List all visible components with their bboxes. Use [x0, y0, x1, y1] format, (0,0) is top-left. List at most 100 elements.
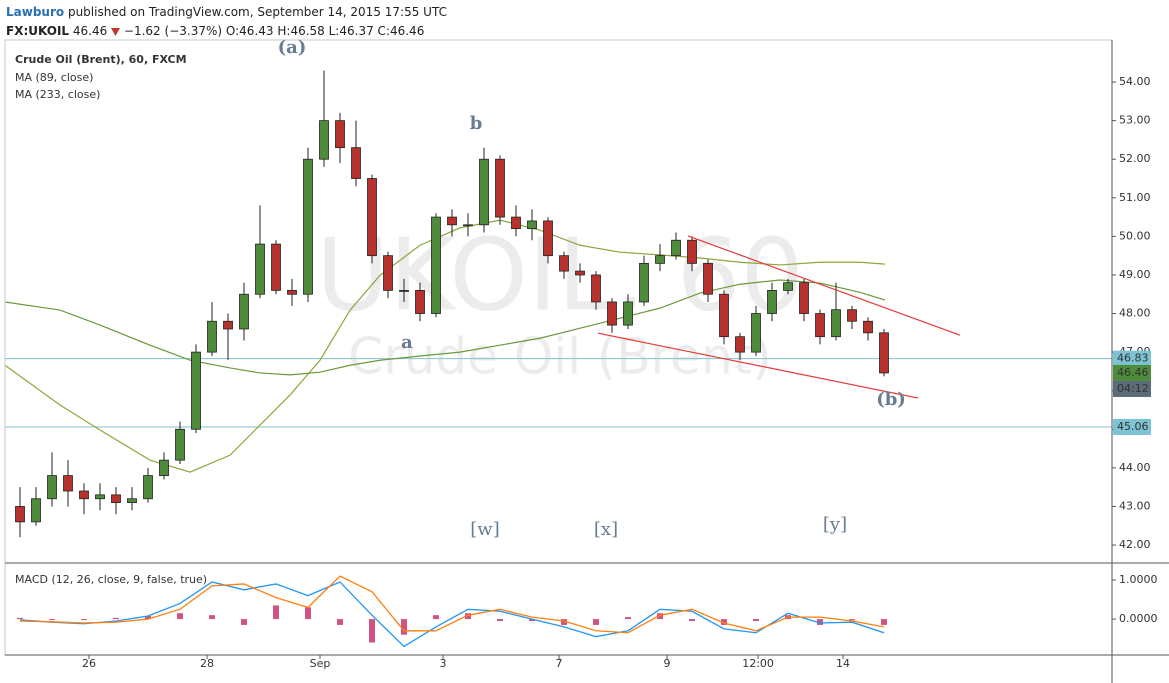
candle-body [479, 158, 489, 226]
moving-average-line [5, 279, 886, 376]
macd-histogram-bar [209, 615, 215, 620]
x-tick-label: Sep [310, 657, 331, 670]
macd-histogram-bar [721, 619, 727, 625]
candle-body [383, 255, 393, 291]
y-tick-label: 44.00 [1119, 461, 1151, 474]
macd-histogram-bar [337, 619, 343, 625]
trendline [597, 332, 919, 399]
macd-histogram-bar [753, 619, 759, 622]
x-tick-label: 14 [836, 657, 850, 670]
y-tick-label: 52.00 [1119, 152, 1151, 165]
macd-histogram-bar [849, 619, 855, 621]
candle-body [415, 289, 425, 314]
x-tick-label: 26 [82, 657, 96, 670]
candle-body [207, 320, 217, 353]
candle-body [111, 494, 121, 503]
macd-y-tick-label: 1.0000 [1119, 573, 1158, 586]
y-tick-label: 42.00 [1119, 538, 1151, 551]
ohlc: O:46.43 H:46.58 L:46.37 C:46.46 [226, 24, 424, 38]
candle-body [815, 313, 825, 338]
macd-histogram-bar [369, 619, 375, 643]
macd-histogram-bar [497, 619, 503, 622]
candle-body [495, 158, 505, 218]
candle-body [351, 147, 361, 179]
macd-pane [17, 575, 887, 648]
ohlc-value: 46.37 [339, 24, 374, 38]
candle-body [607, 301, 617, 326]
candle-body [575, 270, 585, 276]
ohlc-value: 46.43 [239, 24, 274, 38]
wave-label: (b) [876, 389, 906, 410]
y-tick-label: 50.00 [1119, 229, 1151, 242]
price-change: −1.62 (−3.37%) [123, 24, 223, 38]
candle-body [143, 475, 153, 500]
candle-body [127, 498, 137, 503]
macd-histogram-bar [465, 613, 471, 620]
candle-body [159, 459, 169, 476]
candle-body [847, 309, 857, 322]
macd-line [19, 581, 885, 648]
candle-body [431, 216, 441, 314]
y-tick-label: 43.00 [1119, 499, 1151, 512]
candle-body [255, 243, 265, 295]
ohlc-key: H: [277, 24, 291, 38]
candle-body [447, 216, 457, 226]
x-tick-label: 3 [440, 657, 447, 670]
macd-histogram-bar [273, 605, 279, 620]
candle-body [735, 336, 745, 353]
candle-body [31, 498, 41, 523]
candle-body [239, 293, 249, 330]
candle-body [79, 490, 89, 500]
macd-histogram-bar [561, 619, 567, 625]
wave-label: [y] [823, 514, 847, 535]
macd-histogram-bar [657, 613, 663, 620]
macd-histogram-bar [433, 615, 439, 620]
price-label-box [1113, 418, 1151, 435]
candle-body [623, 301, 633, 326]
candle-body [879, 332, 889, 374]
price-label: 46.83 [1117, 352, 1149, 365]
ohlc-value: 46.46 [389, 24, 425, 38]
legend-entry: MA (233, close) [15, 88, 100, 101]
y-tick-label: 48.00 [1119, 307, 1151, 320]
macd-y-tick-label: 0.0000 [1119, 612, 1158, 625]
pane-title: Crude Oil (Brent), 60, FXCM [15, 53, 187, 66]
candle-body [399, 289, 409, 292]
candle-body [687, 239, 697, 264]
candle-body [671, 239, 681, 257]
x-tick-label: 9 [664, 657, 671, 670]
macd-histogram-bar [817, 619, 823, 625]
macd-histogram-bar [17, 617, 23, 620]
macd-histogram-bar [49, 619, 55, 621]
trendline [687, 235, 961, 336]
macd-histogram-bar [113, 617, 119, 620]
candle-body [335, 120, 345, 149]
candle-body [831, 309, 841, 338]
countdown-box [1113, 380, 1151, 397]
candle-body [767, 289, 777, 314]
wave-label: (a) [278, 37, 307, 58]
candle-body [511, 216, 521, 230]
price-label-box [1113, 350, 1151, 367]
last-price-box [1113, 364, 1151, 381]
macd-histogram-bar [305, 607, 311, 620]
x-tick-label: 7 [556, 657, 563, 670]
ohlc-value: 46.58 [290, 24, 325, 38]
ohlc-key: O: [225, 24, 240, 38]
ohlc-key: C: [377, 24, 390, 38]
candle-body [367, 178, 377, 257]
wave-label: [w] [470, 519, 499, 540]
header: Lawburo published on TradingView.com, Se… [6, 3, 447, 41]
candle-body [639, 262, 649, 303]
y-tick-label: 54.00 [1119, 75, 1151, 88]
x-tick-label: 28 [200, 657, 214, 670]
candle-body [303, 158, 313, 295]
candle-body [271, 243, 281, 291]
candle-body [559, 255, 569, 272]
publish-text: published on TradingView.com, September … [67, 5, 447, 19]
wave-label: a [401, 332, 413, 353]
candle-body [63, 475, 73, 492]
